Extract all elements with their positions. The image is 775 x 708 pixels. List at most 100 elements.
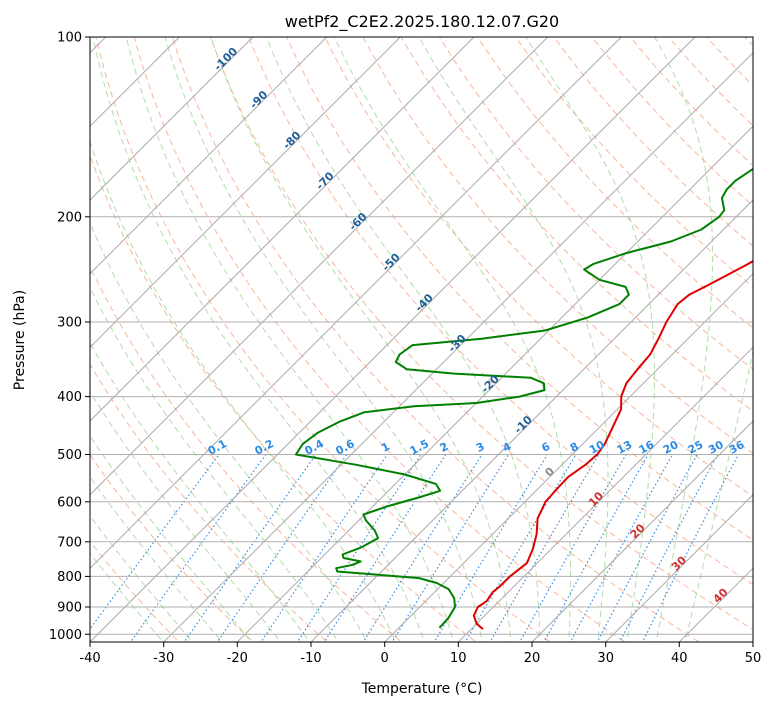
x-tick-label: 40	[671, 651, 688, 666]
chart-title: wetPf2_C2E2.2025.180.12.07.G20	[285, 12, 559, 32]
temperature-profile-line	[472, 259, 753, 630]
y-axis-label: Pressure (hPa)	[12, 290, 28, 390]
y-tick-label: 400	[57, 390, 82, 405]
mixing-ratio-line	[569, 454, 673, 642]
isotherm-line	[531, 420, 753, 642]
y-tick-label: 300	[57, 316, 82, 331]
mixing-ratio-label: 13	[615, 438, 635, 457]
mixing-ratio-line	[90, 454, 220, 630]
isotherm-line	[384, 272, 753, 642]
x-axis-label: Temperature (°C)	[361, 681, 483, 697]
plot-frame	[89, 36, 754, 643]
dry-adiabat-line	[362, 37, 753, 455]
moist-adiabat-line	[90, 139, 397, 642]
mixing-ratio-label: 36	[727, 438, 747, 457]
moist-adiabat-line	[333, 37, 571, 642]
mixing-ratio-line	[296, 454, 422, 642]
moist-adiabat-line	[418, 37, 609, 642]
mixing-ratio-label: 25	[686, 438, 706, 457]
dry-adiabat-line	[171, 37, 700, 642]
y-tick-label: 700	[57, 535, 82, 550]
isotherm-line	[90, 37, 254, 201]
y-tick-label: 1000	[49, 628, 82, 643]
x-tick-label: 0	[381, 651, 389, 666]
y-tick-label: 800	[57, 570, 82, 585]
x-tick-label: 30	[597, 651, 614, 666]
mixing-ratio-line	[433, 454, 549, 642]
mixing-ratio-line	[183, 454, 317, 642]
dry-adiabat-line	[477, 37, 753, 329]
dry-adiabat-line	[209, 37, 753, 631]
dry-adiabat-line	[248, 37, 753, 586]
x-tick-label: -30	[153, 651, 174, 666]
y-tick-label: 900	[57, 601, 82, 616]
isotherm-line	[605, 493, 753, 642]
isotherm-line	[90, 37, 622, 570]
moist-adiabat-line	[125, 37, 454, 642]
x-tick-label: -40	[79, 651, 100, 666]
moist-adiabat-line	[90, 286, 339, 642]
mixing-ratio-line	[216, 454, 348, 642]
moist-adiabat-line	[164, 37, 483, 642]
dry-adiabat-line	[324, 37, 753, 498]
moist-adiabat-line	[90, 476, 223, 642]
moist-adiabat-line	[90, 390, 281, 642]
isotherm-line	[90, 37, 475, 422]
moist-adiabat-line	[525, 37, 655, 642]
dry-adiabat-line	[770, 24, 775, 647]
isotherm-line	[90, 37, 328, 275]
x-tick-label: -20	[227, 651, 248, 666]
moist-adiabat-line	[265, 37, 541, 642]
mixing-ratio-line	[260, 454, 388, 642]
moist-adiabat-line	[684, 349, 753, 642]
moist-adiabat-line	[210, 37, 512, 642]
isotherm-line	[310, 199, 753, 642]
x-tick-label: 50	[745, 651, 762, 666]
isotherms	[90, 37, 753, 642]
dry-adiabat-line	[90, 363, 329, 642]
mixing-ratio-line	[391, 454, 510, 642]
isotherm-line	[752, 641, 753, 642]
mixing-ratio-line	[129, 454, 267, 642]
moist-adiabats	[90, 37, 753, 642]
mixing-ratio-label: 10	[587, 438, 607, 457]
dry-adiabat-line	[95, 37, 552, 642]
isotherm-line	[90, 37, 401, 349]
dry-adiabat-line	[400, 37, 753, 412]
mixing-ratio-label: 30	[706, 438, 726, 457]
y-tick-label: 200	[57, 210, 82, 225]
moist-adiabat-line	[90, 341, 310, 642]
mixing-ratio-line	[596, 454, 698, 642]
mixing-ratio-line	[619, 454, 719, 642]
profiles	[294, 167, 753, 630]
isotherm-line	[90, 37, 549, 496]
dry-adiabat-line	[90, 453, 254, 642]
pressure-gridlines	[90, 37, 753, 635]
mixing-ratio-line	[362, 454, 483, 642]
plot-background	[90, 37, 753, 642]
moist-adiabat-line	[654, 37, 714, 642]
moist-adiabat-line	[90, 552, 164, 642]
dry-adiabat-line	[286, 37, 753, 541]
dry-adiabat-line	[133, 37, 626, 642]
moist-adiabat-line	[92, 37, 426, 642]
mixing-ratio-label: 16	[637, 438, 657, 457]
y-tick-label: 100	[57, 31, 82, 46]
dry-adiabat-line	[438, 37, 753, 370]
moist-adiabat-line	[90, 515, 194, 642]
y-tick-label: 600	[57, 495, 82, 510]
dry-adiabats	[90, 24, 775, 647]
moist-adiabat-line	[90, 221, 368, 642]
y-tick-label: 500	[57, 448, 82, 463]
x-tick-label: -10	[300, 651, 321, 666]
x-tick-label: 10	[450, 651, 467, 666]
isotherm-line	[90, 37, 696, 642]
mixing-ratio-label: 20	[661, 438, 681, 457]
dewpoint-profile-line	[294, 167, 753, 629]
isotherm-line	[236, 125, 753, 642]
x-axis: -40 -30 -20 -10 0 10 20 30 40 50	[79, 642, 761, 666]
moist-adiabat-line	[90, 434, 252, 642]
x-tick-label: 20	[524, 651, 541, 666]
dry-adiabat-line	[90, 154, 477, 642]
